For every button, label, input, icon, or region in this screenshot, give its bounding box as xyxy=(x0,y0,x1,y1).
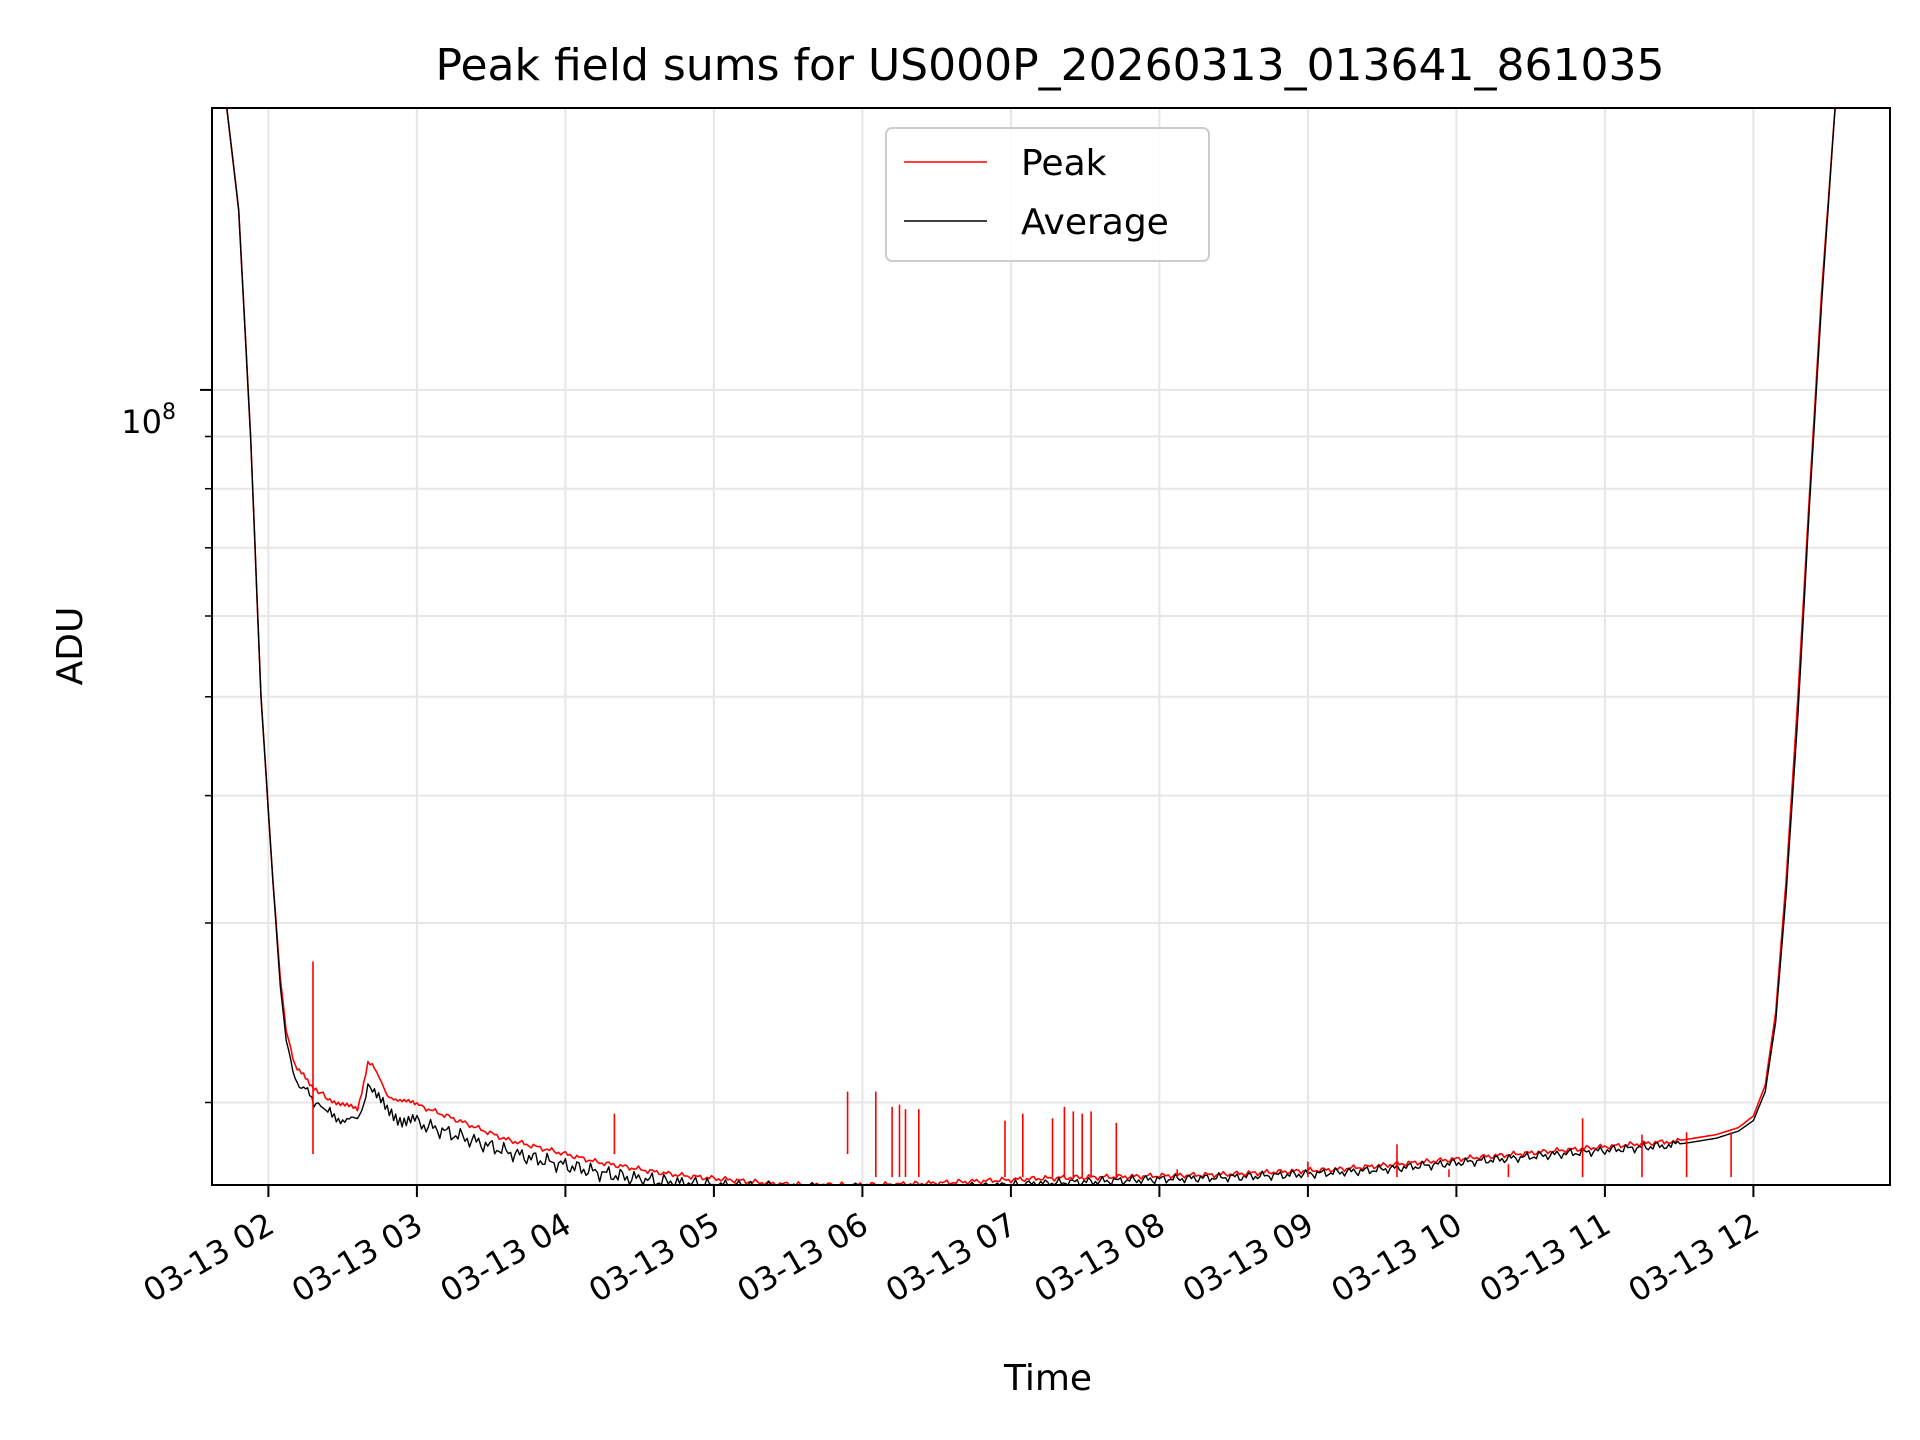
x-tick-label-1: 03-13 03 xyxy=(285,1205,429,1310)
legend: Peak Average xyxy=(885,127,1210,262)
y-axis-label: ADU xyxy=(50,607,91,686)
x-tick-label-5: 03-13 07 xyxy=(879,1205,1023,1310)
y-tick-label-1e8: 108 xyxy=(121,400,176,441)
series-line-average xyxy=(212,107,1890,1186)
tick-layer: 03-13 02 03-13 03 03-13 04 03-13 05 03-13 06… xyxy=(137,388,1766,1310)
x-tick-label-6: 03-13 08 xyxy=(1028,1205,1172,1310)
legend-peak-label: Peak xyxy=(1021,143,1107,184)
series-line-peak xyxy=(212,107,1890,1186)
x-tick-label-7: 03-13 09 xyxy=(1176,1205,1320,1310)
x-tick-label-4: 03-13 06 xyxy=(731,1205,875,1310)
x-tick-label-9: 03-13 11 xyxy=(1473,1205,1617,1310)
plot-frame xyxy=(211,107,1891,1186)
x-tick-label-8: 03-13 10 xyxy=(1325,1205,1469,1310)
grid-lines xyxy=(212,108,1890,1185)
x-tick-label-3: 03-13 05 xyxy=(582,1205,726,1310)
legend-average-label: Average xyxy=(1021,202,1169,243)
y-tick-exponent: 8 xyxy=(162,400,176,425)
series-layer xyxy=(212,107,1890,1186)
x-tick-label-10: 03-13 12 xyxy=(1622,1205,1766,1310)
x-axis-label: Time xyxy=(1003,1358,1092,1399)
y-tick-base: 10 xyxy=(121,403,162,441)
x-tick-label-0: 03-13 02 xyxy=(137,1205,281,1310)
x-tick-label-2: 03-13 04 xyxy=(434,1205,578,1310)
chart-title: Peak field sums for US000P_20260313_0136… xyxy=(436,40,1665,91)
